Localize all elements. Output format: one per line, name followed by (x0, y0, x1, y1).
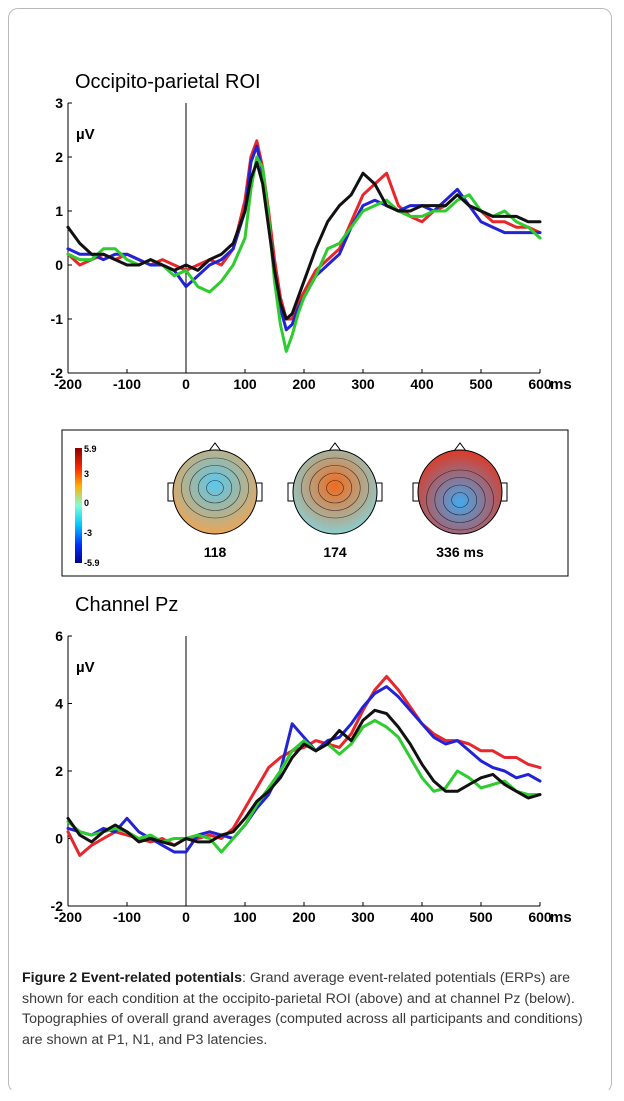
contour-line (189, 465, 241, 511)
erp-series-line (66, 675, 542, 857)
contour-line (206, 480, 224, 496)
roi-panel-title: Occipito-parietal ROI (75, 71, 261, 93)
y-tick-label: 0 (55, 257, 63, 273)
colorbar (75, 448, 82, 563)
x-tick-label: 200 (292, 376, 316, 392)
y-unit-label: µV (76, 126, 95, 143)
y-tick-label: 0 (55, 831, 63, 847)
colorbar-tick-label: -3 (84, 528, 92, 538)
x-unit-label: ms (550, 376, 572, 393)
x-tick-label: 400 (410, 376, 434, 392)
y-tick-label: 1 (55, 203, 63, 219)
contour-line (442, 484, 478, 516)
y-tick-label: 2 (55, 763, 63, 779)
x-tick-label: -200 (54, 376, 82, 392)
x-tick-label: 100 (233, 376, 257, 392)
head-nose (328, 442, 342, 452)
contour-line (197, 472, 233, 504)
head-outline (292, 449, 378, 535)
erp-series-line (66, 144, 542, 332)
x-tick-label: 0 (182, 376, 190, 392)
contour-line (317, 472, 353, 504)
x-tick-label: 300 (351, 909, 375, 925)
contour-line (434, 477, 486, 523)
contour-line (426, 469, 494, 531)
head-nose (453, 442, 467, 452)
topography-map: 336 ms (412, 442, 508, 560)
topography-latency-label: 118 (204, 544, 227, 560)
x-tick-label: 300 (351, 376, 375, 392)
x-tick-label: -200 (54, 909, 82, 925)
erp-series-line (66, 685, 542, 854)
x-tick-label: 0 (182, 909, 190, 925)
head-nose (208, 442, 222, 452)
topography-latency-label: 336 ms (436, 544, 484, 560)
x-tick-label: 100 (233, 909, 257, 925)
x-tick-label: 500 (469, 909, 493, 925)
y-tick-label: -2 (51, 898, 64, 914)
x-unit-label: ms (550, 909, 572, 926)
x-tick-label: -100 (113, 376, 141, 392)
y-tick-label: 2 (55, 149, 63, 165)
x-tick-label: 400 (410, 909, 434, 925)
figure-caption: Figure 2 Event-related potentials: Grand… (22, 968, 600, 1050)
colorbar-tick-label: 0 (84, 498, 89, 508)
topography-map: 174 (287, 442, 383, 560)
topography-panel: 5.9 3 0 -3 -5.9 118 174 336 ms (61, 429, 569, 577)
pz-panel-title: Channel Pz (75, 594, 178, 616)
contour-line (301, 457, 369, 519)
topography-map: 118 (167, 442, 263, 560)
y-tick-label: -1 (51, 311, 64, 327)
y-tick-label: -2 (51, 365, 64, 381)
head-outline (417, 449, 503, 535)
colorbar-tick-label: 3 (84, 469, 89, 479)
topography-latency-label: 174 (323, 544, 347, 560)
contour-line (326, 480, 344, 496)
y-tick-label: 6 (55, 628, 63, 644)
x-tick-label: 600 (528, 909, 552, 925)
figure-frame (8, 8, 612, 1093)
contour-line (181, 457, 249, 519)
x-tick-label: -100 (113, 909, 141, 925)
erp-series-line (66, 160, 542, 321)
colorbar-max-label: 5.9 (84, 444, 97, 454)
erp-series-line (66, 139, 542, 321)
caption-text: : Grand average event-related potentials… (22, 970, 583, 1048)
contour-line (451, 492, 469, 508)
erp-series-line (66, 718, 542, 854)
x-tick-label: 200 (292, 909, 316, 925)
caption-label: Figure 2 Event-related potentials (22, 970, 242, 986)
y-tick-label: 4 (55, 696, 63, 712)
y-unit-label: µV (76, 659, 95, 676)
head-outline (172, 449, 258, 535)
erp-series-line (66, 155, 542, 353)
erp-series-line (66, 708, 542, 847)
x-tick-label: 500 (469, 376, 493, 392)
colorbar-min-label: -5.9 (84, 558, 100, 568)
x-tick-label: 600 (528, 376, 552, 392)
y-tick-label: 3 (55, 95, 63, 111)
contour-line (309, 465, 361, 511)
